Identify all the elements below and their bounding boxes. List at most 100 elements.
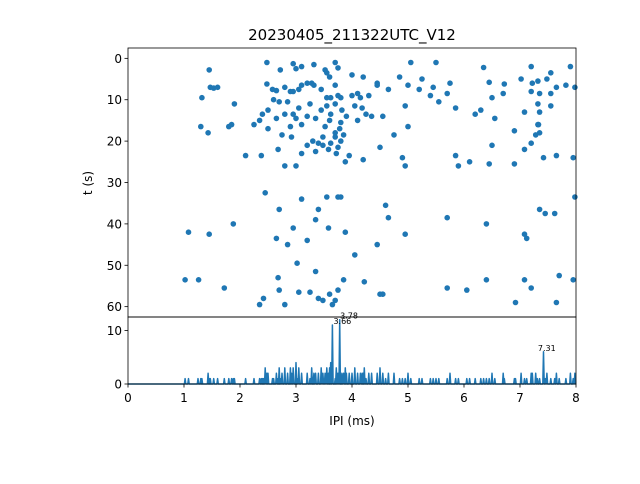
scatter-point (391, 132, 397, 138)
scatter-point (570, 154, 576, 161)
scatter-point (430, 84, 437, 91)
scatter-point (276, 99, 283, 105)
scatter-point (332, 82, 339, 88)
scatter-point (523, 235, 530, 242)
scatter-point (298, 196, 305, 202)
scatter-point (540, 154, 547, 161)
scatter-point (327, 140, 334, 146)
scatter-point (382, 202, 389, 209)
scatter-point (273, 235, 280, 242)
scatter-point (551, 210, 558, 217)
scatter-point (489, 94, 495, 101)
scatter-point (368, 113, 375, 120)
scatter-point (396, 74, 403, 80)
scatter-point (408, 59, 414, 66)
scatter-point (352, 103, 358, 109)
scatter-point (282, 163, 288, 169)
scatter-point (535, 121, 542, 128)
scatter-point (288, 134, 295, 140)
scatter-point (214, 84, 221, 91)
scatter-point (290, 88, 297, 95)
scatter-point (567, 63, 574, 70)
scatter-point (265, 125, 271, 132)
scatter-point (325, 146, 332, 153)
scatter-point (521, 146, 528, 153)
scatter-point (501, 81, 508, 87)
scatter-point (182, 277, 188, 283)
scatter-point (444, 285, 451, 291)
scatter-point (352, 252, 358, 258)
scatter-point (270, 96, 277, 103)
scatter-point (320, 134, 326, 140)
scatter-point (528, 63, 534, 70)
scatter-point (402, 163, 409, 169)
scatter-point (570, 277, 576, 283)
scatter-point (296, 105, 302, 111)
scatter-point (279, 132, 285, 138)
scatter-point (284, 241, 291, 248)
scatter-point (312, 115, 319, 122)
scatter-point (273, 87, 280, 94)
scatter-point (377, 144, 383, 151)
x-tick-label: 5 (404, 391, 412, 405)
scatter-point (342, 229, 349, 235)
x-tick-label: 0 (124, 391, 132, 405)
scatter-point (335, 287, 341, 293)
scatter-point (354, 90, 361, 97)
scatter-point (338, 94, 344, 101)
scatter-point (340, 132, 347, 138)
scatter-point (332, 59, 339, 66)
scatter-point (483, 277, 490, 283)
scatter-point (452, 152, 459, 159)
scatter-point (333, 150, 340, 157)
scatter-point (433, 59, 439, 66)
scatter-point (553, 84, 560, 91)
scatter-point (528, 88, 534, 95)
scatter-point (419, 76, 425, 82)
scatter-point (349, 92, 355, 99)
scatter-point (311, 82, 317, 88)
x-tick-label: 8 (572, 391, 580, 405)
scatter-point (548, 70, 554, 76)
scatter-point (262, 190, 269, 196)
scatter-point (548, 90, 554, 97)
scatter-point (221, 285, 228, 291)
scatter-point (385, 86, 392, 93)
scatter-point (327, 94, 334, 101)
scatter-point (492, 115, 498, 122)
scatter-point (307, 289, 313, 296)
y-tick-label: 0 (114, 378, 122, 392)
scatter-point (528, 285, 534, 291)
scatter-point (298, 82, 305, 88)
scatter-point (548, 103, 554, 109)
y-tick-label: 40 (107, 217, 122, 231)
peak-annotation: 7.31 (538, 344, 556, 353)
scatter-point (318, 107, 325, 113)
scatter-point (304, 237, 311, 244)
y-tick-label: 0 (114, 52, 122, 66)
scatter-point (427, 92, 434, 99)
scatter-point (264, 81, 270, 87)
scatter-point (326, 291, 333, 298)
scatter-point (405, 82, 411, 88)
scatter-point (304, 80, 311, 86)
scatter-point (304, 142, 311, 149)
scatter-point (363, 111, 369, 117)
chart-title: 20230405_211322UTC_V12 (248, 26, 456, 45)
x-tick-label: 7 (516, 391, 524, 405)
scatter-point (298, 63, 305, 70)
scatter-point (307, 101, 313, 107)
scatter-point (290, 60, 297, 67)
scatter-point (528, 140, 534, 146)
scatter-y-ticks: 0 10 20 30 40 50 60 (107, 52, 128, 314)
scatter-point (444, 90, 451, 97)
scatter-point (374, 241, 381, 248)
scatter-point (284, 99, 291, 105)
scatter-point (293, 115, 299, 122)
scatter-point (326, 74, 333, 80)
scatter-point (332, 101, 339, 107)
x-tick-label: 3 (292, 391, 300, 405)
scatter-point (536, 90, 543, 97)
scatter-point (264, 59, 270, 66)
